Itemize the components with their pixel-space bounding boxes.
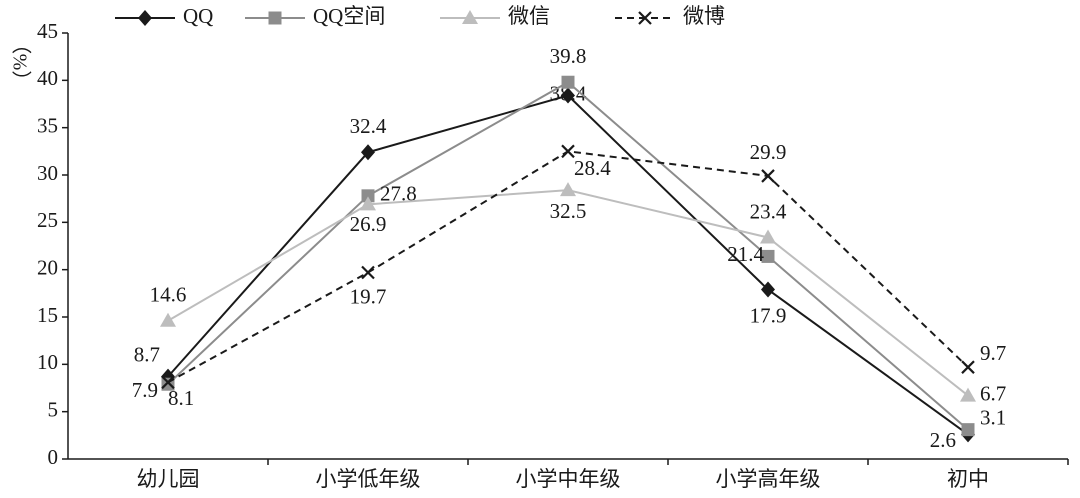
data-label: 9.7	[980, 341, 1006, 365]
data-label: 28.4	[574, 156, 611, 180]
y-tick-label: 30	[37, 161, 58, 185]
y-tick-label: 40	[37, 66, 58, 90]
data-label: 14.6	[150, 283, 187, 307]
data-label: 39.8	[550, 44, 587, 68]
legend-label: 微博	[683, 4, 725, 28]
data-label: 21.4	[727, 242, 764, 266]
y-tick-label: 35	[37, 113, 58, 137]
data-label: 23.4	[750, 199, 787, 223]
data-point	[160, 312, 176, 327]
data-label: 29.9	[750, 140, 787, 164]
data-label: 2.6	[930, 428, 956, 452]
data-label: 19.7	[350, 284, 387, 308]
data-point	[561, 87, 575, 104]
data-label: 3.1	[980, 405, 1006, 429]
x-tick-label: 幼儿园	[137, 467, 200, 491]
data-point	[361, 265, 375, 280]
y-axis-label: （%）	[8, 34, 31, 91]
x-tick-label: 小学高年级	[716, 467, 821, 491]
data-label: 8.7	[134, 342, 160, 366]
data-label: 7.9	[132, 378, 158, 402]
legend-marker	[462, 10, 478, 24]
data-point	[761, 169, 775, 183]
y-tick-label: 20	[37, 255, 58, 279]
y-tick-label: 5	[48, 397, 59, 421]
x-tick-label: 小学中年级	[516, 467, 621, 491]
data-point	[960, 387, 976, 402]
data-point	[761, 281, 775, 298]
data-point	[561, 75, 575, 89]
data-point	[361, 144, 375, 161]
data-point	[561, 144, 575, 159]
legend-label: QQ	[183, 4, 213, 28]
data-point	[361, 189, 375, 203]
data-label: 32.4	[350, 114, 387, 138]
y-tick-label: 45	[37, 19, 58, 43]
series-line	[167, 81, 969, 431]
legend-marker	[138, 10, 152, 26]
y-tick-label: 10	[37, 350, 58, 374]
data-point	[560, 182, 576, 197]
y-tick-label: 0	[48, 445, 59, 469]
data-point	[161, 375, 175, 390]
y-tick-label: 15	[37, 303, 58, 327]
data-label: 17.9	[750, 303, 787, 327]
data-label: 6.7	[980, 381, 1006, 405]
legend-label: 微信	[508, 4, 550, 28]
data-point	[360, 196, 376, 211]
legend-marker	[638, 11, 652, 25]
y-tick-label: 25	[37, 208, 58, 232]
data-point	[961, 360, 975, 374]
legend-marker	[268, 11, 282, 25]
x-tick-label: 小学低年级	[316, 467, 421, 491]
data-point	[961, 423, 975, 437]
data-label: 26.9	[350, 212, 387, 236]
legend-label: QQ空间	[313, 4, 385, 28]
data-label: 32.5	[550, 199, 587, 223]
data-label: 8.1	[168, 386, 194, 410]
data-point	[760, 229, 776, 244]
series-line	[167, 94, 969, 436]
data-point	[761, 249, 775, 263]
x-tick-label: 初中	[947, 467, 989, 491]
